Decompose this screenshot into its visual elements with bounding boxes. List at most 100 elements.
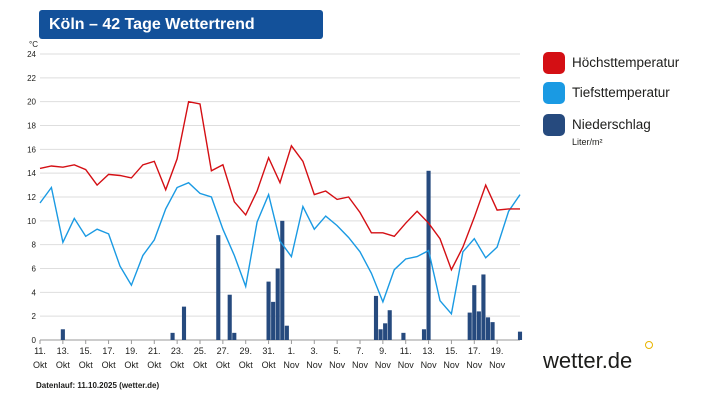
legend-precip-swatch (543, 114, 565, 136)
y-tick-label: 12 (27, 193, 36, 202)
y-tick-label: 22 (27, 74, 36, 83)
precip-bar (60, 329, 65, 340)
x-tick-label-day: 25. (194, 346, 207, 356)
x-tick-label-day: 15. (79, 346, 92, 356)
precip-bar (227, 294, 232, 340)
y-tick-label: 18 (27, 122, 36, 131)
x-tick-label-month: Nov (329, 360, 346, 370)
x-tick-label-day: 7. (356, 346, 364, 356)
y-tick-label: 2 (32, 312, 37, 321)
y-tick-label: 4 (32, 288, 37, 297)
precip-bar (421, 329, 427, 340)
x-tick-label-month: Nov (352, 360, 369, 370)
precip-bar (485, 317, 491, 340)
x-tick-label-month: Okt (33, 360, 48, 370)
x-tick-label-month: Okt (216, 360, 231, 370)
x-tick-label-day: 17. (468, 346, 481, 356)
precip-bar (266, 281, 271, 340)
legend-min-swatch (543, 82, 565, 104)
max-temp-line (39, 100, 520, 272)
x-tick-label-month: Nov (375, 360, 392, 370)
x-tick-label-day: 11. (400, 346, 412, 356)
x-tick-label-month: Okt (102, 360, 117, 370)
x-tick-label-day: 19. (125, 346, 138, 356)
x-tick-label-day: 21. (148, 346, 161, 356)
precip-bar (232, 332, 237, 340)
x-tick-label-month: Okt (79, 360, 94, 370)
precip-bar (472, 285, 477, 340)
x-tick-label-day: 5. (333, 346, 341, 356)
x-tick-label-month: Nov (489, 360, 506, 370)
precip-bar (481, 274, 486, 340)
x-tick-label-day: 19. (491, 346, 504, 356)
precip-bar (378, 329, 383, 340)
x-tick-label-month: Okt (170, 360, 185, 370)
legend-precip: Niederschlag (543, 114, 713, 138)
x-tick-label-month: Okt (56, 360, 71, 370)
y-tick-label: 24 (27, 50, 36, 59)
y-tick-label: 20 (27, 98, 36, 107)
precip-bar (476, 311, 481, 340)
precip-bar (216, 235, 221, 340)
precip-bar (271, 301, 276, 340)
x-tick-label-month: Okt (262, 360, 277, 370)
precip-bar (387, 310, 392, 340)
x-tick-label-month: Nov (398, 360, 415, 370)
y-tick-label: 0 (32, 336, 37, 345)
x-tick-label-month: Okt (193, 360, 208, 370)
x-tick-label-day: 15. (445, 346, 458, 356)
y-axis-unit: °C (29, 40, 38, 49)
x-tick-label-month: Okt (124, 360, 139, 370)
precip-bar (517, 331, 523, 340)
legend-precip-label: Niederschlag (572, 117, 651, 132)
chart-title: Köln – 42 Tage Wettertrend (39, 10, 323, 39)
x-tick-label-day: 9. (379, 346, 387, 356)
x-tick-label-day: 13. (422, 346, 435, 356)
x-tick-label-day: 17. (102, 346, 115, 356)
precip-bar (181, 306, 187, 340)
legend-max: Höchsttemperatur (543, 52, 713, 76)
x-tick-label-day: 31. (262, 346, 275, 356)
precip-bar (280, 220, 285, 340)
x-tick-label-month: Nov (466, 360, 483, 370)
y-tick-label: 10 (27, 217, 36, 226)
x-tick-label-day: 11. (34, 346, 46, 356)
min-temp-line (39, 181, 521, 316)
y-tick-label: 14 (27, 169, 36, 178)
brand-logo-dot (645, 341, 653, 349)
x-tick-label-month: Nov (283, 360, 300, 370)
x-tick-label-day: 23. (171, 346, 184, 356)
x-tick-label-month: Nov (306, 360, 323, 370)
x-tick-label-day: 27. (217, 346, 230, 356)
x-tick-label-day: 29. (239, 346, 252, 356)
precip-bar (275, 268, 280, 340)
x-axis: 11. Okt 13. Okt 15. Okt 17. Okt 19. Okt 21. Okt 23. O… (33, 339, 520, 370)
brand-logo: wetter.de (543, 348, 633, 373)
x-tick-label-month: Nov (421, 360, 438, 370)
precip-bars (60, 170, 523, 340)
data-run-footer: Datenlauf: 11.10.2025 (wetter.de) (36, 381, 160, 390)
y-tick-label: 6 (32, 265, 37, 274)
precip-bar (373, 295, 379, 340)
x-tick-label-day: 3. (311, 346, 319, 356)
legend-max-swatch (543, 52, 565, 74)
precip-bar (383, 323, 388, 340)
x-tick-label-month: Okt (239, 360, 254, 370)
x-tick-label-day: 13. (57, 346, 70, 356)
legend-max-label: Höchsttemperatur (572, 55, 680, 70)
x-tick-label-month: Nov (443, 360, 460, 370)
x-tick-label-day: 1. (288, 346, 296, 356)
precip-bar (170, 332, 175, 340)
legend-precip-unit: Liter/m² (572, 137, 603, 147)
grid (40, 53, 520, 341)
legend-min: Tiefsttemperatur (543, 82, 713, 106)
y-tick-label: 8 (32, 241, 37, 250)
legend-min-label: Tiefsttemperatur (572, 85, 670, 100)
y-tick-label: 16 (27, 145, 36, 154)
precip-bar (490, 322, 495, 340)
precip-bar (284, 325, 289, 340)
precip-bar (467, 312, 472, 340)
precip-bar (426, 170, 431, 340)
